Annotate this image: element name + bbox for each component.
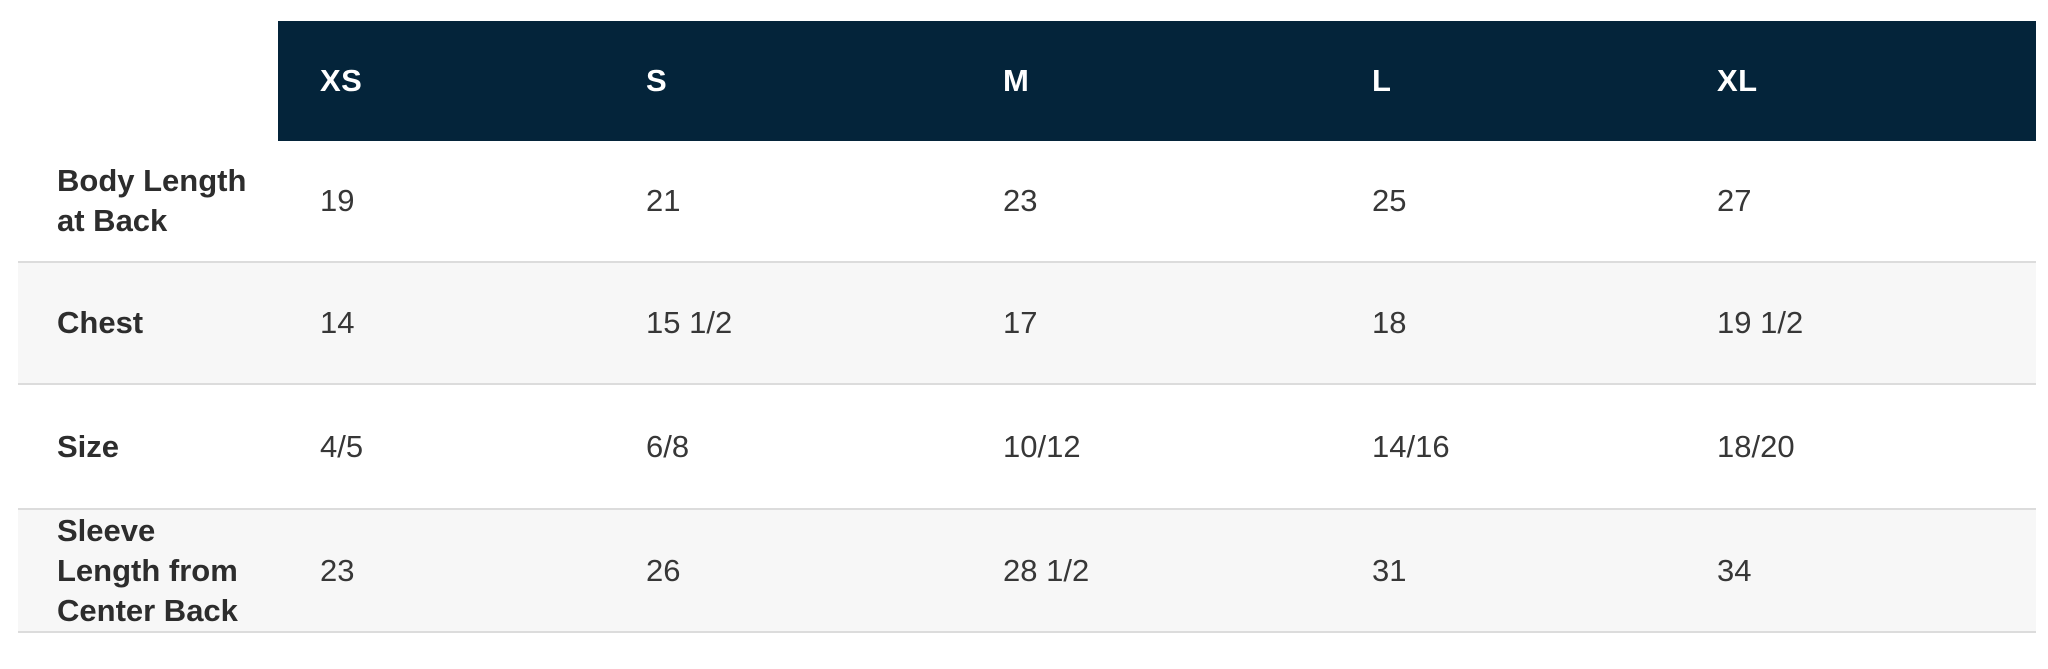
row-label: Body Length at Back bbox=[57, 163, 247, 238]
cell-value: 14/16 bbox=[1372, 428, 1450, 464]
cell-value: 25 bbox=[1372, 183, 1407, 218]
cell-value: 14 bbox=[320, 305, 355, 340]
size-table-body: Body Length at Back 19 21 23 25 27 Chest 14 15 1… bbox=[18, 141, 2036, 633]
column-header-xl: XL bbox=[1675, 21, 2036, 141]
cell-value: 6/8 bbox=[646, 428, 690, 464]
table-row: Size 4/5 6/8 10/12 14/16 18/20 bbox=[18, 385, 2036, 510]
row-label: Sleeve Length from Center Back bbox=[57, 512, 238, 628]
header-spacer-cell bbox=[18, 21, 278, 141]
column-header-xs: XS bbox=[278, 21, 604, 141]
size-header-row: XS S M L XL bbox=[18, 21, 2036, 141]
cell-value: 26 bbox=[646, 552, 681, 588]
cell-value: 10/12 bbox=[1003, 428, 1081, 464]
cell-value: 18/20 bbox=[1717, 428, 1795, 464]
column-header-s: S bbox=[604, 21, 961, 141]
cell-value: 23 bbox=[1003, 183, 1038, 218]
table-row: Body Length at Back 19 21 23 25 27 bbox=[18, 141, 2036, 263]
cell-value: 18 bbox=[1372, 305, 1407, 340]
cell-value: 19 1/2 bbox=[1717, 305, 1804, 340]
cell-value: 21 bbox=[646, 183, 681, 218]
column-header-l: L bbox=[1330, 21, 1675, 141]
cell-value: 31 bbox=[1372, 552, 1407, 588]
cell-value: 34 bbox=[1717, 552, 1752, 588]
cell-value: 17 bbox=[1003, 305, 1038, 340]
cell-value: 15 1/2 bbox=[646, 305, 733, 340]
row-label: Size bbox=[57, 428, 120, 464]
size-chart-table: XS S M L XL Body Length at Back 19 21 23 25 27 Che… bbox=[18, 21, 2036, 633]
table-row: Chest 14 15 1/2 17 18 19 1/2 bbox=[18, 263, 2036, 385]
column-header-m: M bbox=[961, 21, 1330, 141]
cell-value: 19 bbox=[320, 183, 355, 218]
cell-value: 4/5 bbox=[320, 428, 364, 464]
cell-value: 28 1/2 bbox=[1003, 552, 1090, 588]
cell-value: 27 bbox=[1717, 183, 1752, 218]
row-label: Chest bbox=[57, 305, 144, 340]
cell-value: 23 bbox=[320, 552, 355, 588]
table-row: Sleeve Length from Center Back 23 26 28 1/2… bbox=[18, 510, 2036, 633]
